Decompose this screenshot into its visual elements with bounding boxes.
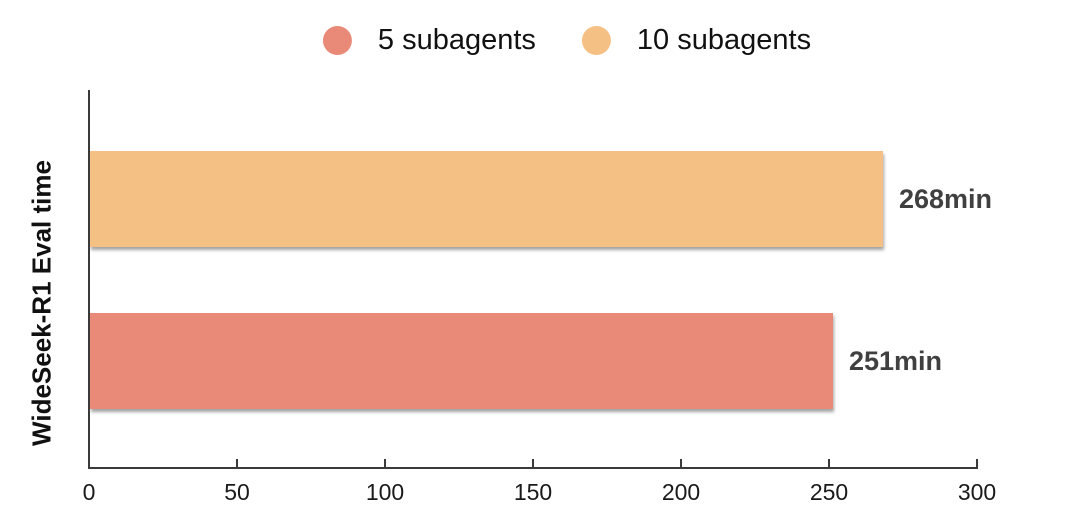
legend-label: 10 subagents xyxy=(636,24,812,56)
legend-dot-icon xyxy=(581,26,611,55)
y-axis-line xyxy=(88,90,90,469)
x-tick-label: 300 xyxy=(957,479,997,505)
bar-10-subagents xyxy=(90,151,883,247)
x-tick-label: 250 xyxy=(809,479,849,505)
x-tick-label: 150 xyxy=(513,479,553,505)
x-tick xyxy=(976,459,978,467)
legend-item: 5 subagents xyxy=(322,24,536,56)
y-axis-title: WideSeek-R1 Eval time xyxy=(26,160,57,446)
x-tick-label: 100 xyxy=(365,479,405,505)
x-tick-label: 200 xyxy=(661,479,701,505)
legend-dot-icon xyxy=(322,26,352,55)
x-tick xyxy=(236,459,238,467)
x-axis-line xyxy=(88,467,978,469)
bar-value-label: 251min xyxy=(849,346,943,376)
x-tick xyxy=(828,459,830,467)
x-tick xyxy=(680,459,682,467)
x-tick xyxy=(532,459,534,467)
bar-5-subagents xyxy=(90,313,833,409)
legend-label: 5 subagents xyxy=(377,24,536,56)
x-tick xyxy=(384,459,386,467)
x-tick-label: 0 xyxy=(82,479,96,505)
x-tick-label: 50 xyxy=(224,479,250,505)
bar-value-label: 268min xyxy=(899,184,993,214)
chart-legend: 5 subagents 10 subagents xyxy=(322,24,812,56)
legend-item: 10 subagents xyxy=(581,24,812,56)
